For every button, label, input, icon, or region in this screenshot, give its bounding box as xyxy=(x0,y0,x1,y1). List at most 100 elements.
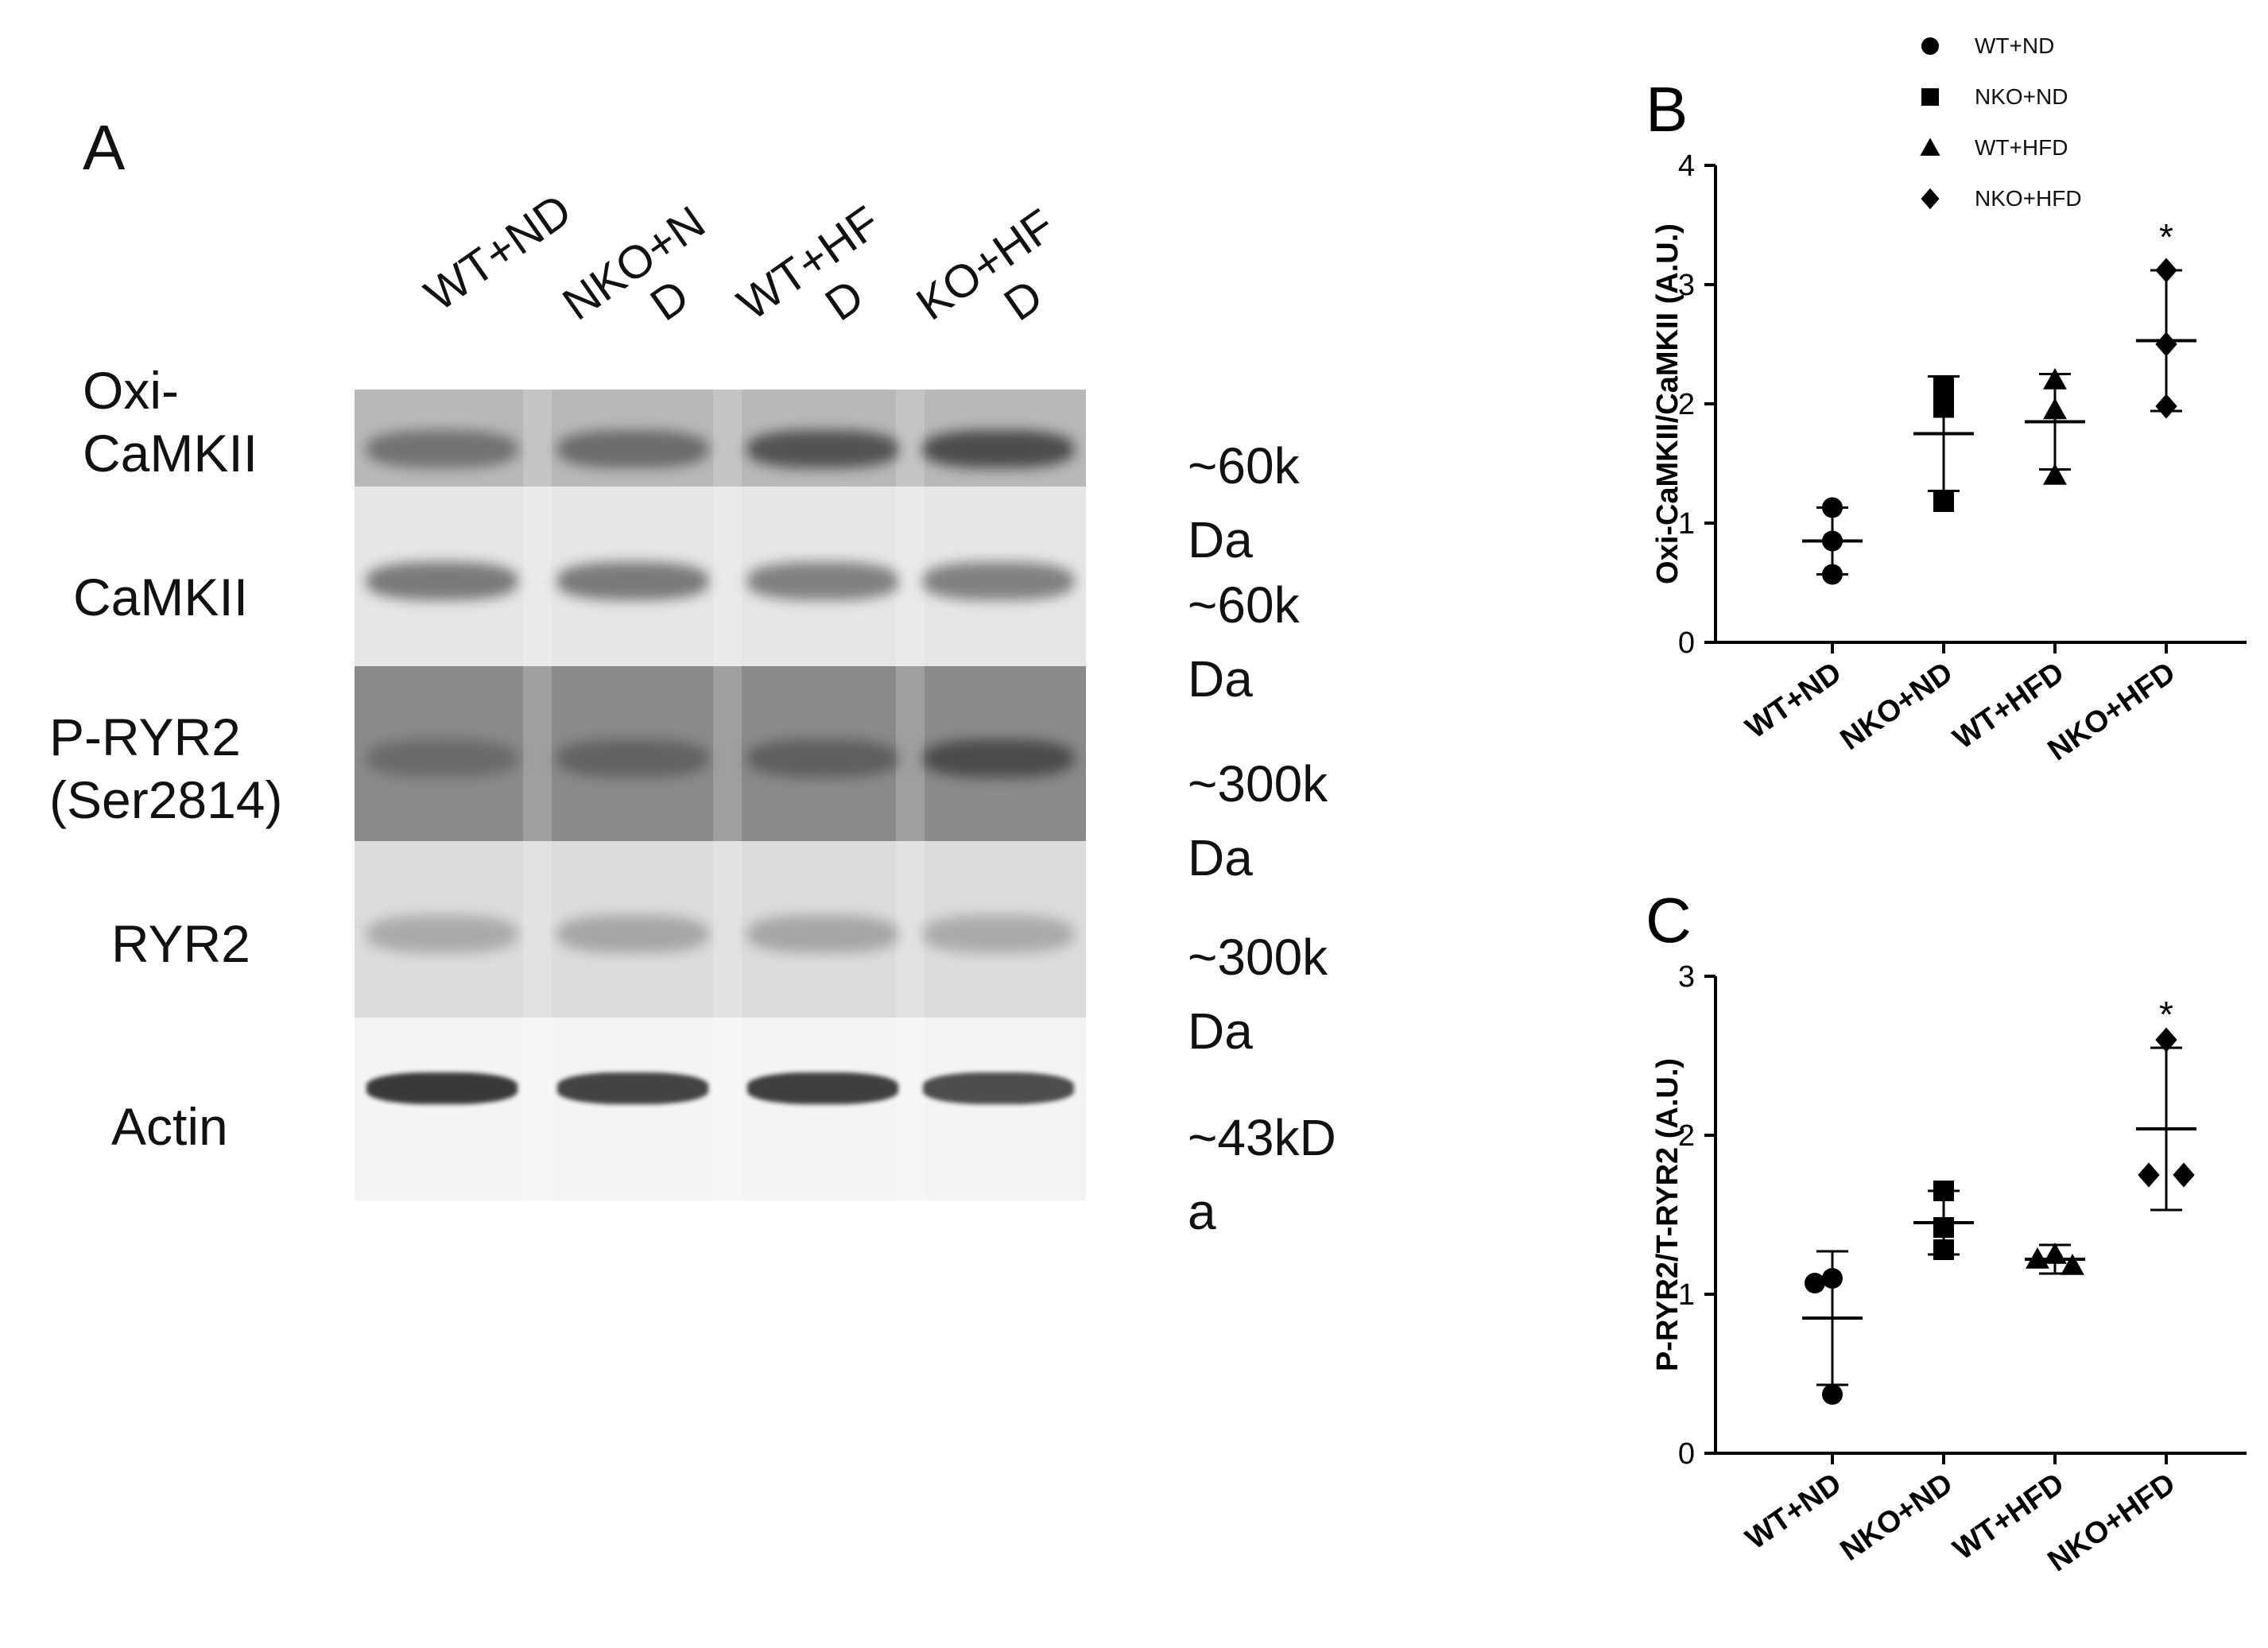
y-tick-label: 1 xyxy=(1678,1278,1695,1312)
lane-gap xyxy=(713,666,742,841)
x-tick-label: NKO+HFD xyxy=(2042,1467,2181,1578)
data-point-square xyxy=(1933,491,1954,512)
data-point-circle xyxy=(1822,1384,1843,1405)
data-point-square xyxy=(1933,1239,1954,1260)
blot-strip xyxy=(355,1018,1086,1200)
protein-band xyxy=(556,1072,708,1104)
data-point-triangle xyxy=(2026,1247,2049,1269)
protein-band xyxy=(922,561,1074,600)
significance-annotation: * xyxy=(2159,994,2173,1035)
data-point-triangle xyxy=(2043,397,2067,420)
legend-marker-triangle xyxy=(1920,138,1940,156)
data-point-diamond xyxy=(2173,1162,2195,1188)
y-axis-label: P-RYR2/T-RYR2 (A.U.) xyxy=(1651,1058,1685,1371)
protein-band xyxy=(746,1072,898,1104)
legend-item: WT+HFD xyxy=(1916,134,2068,162)
protein-band xyxy=(556,739,708,778)
data-point-triangle xyxy=(2061,1254,2084,1275)
data-point-square xyxy=(1933,397,1954,418)
x-tick-label: WT+ND xyxy=(1740,656,1848,746)
legend-marker-diamond xyxy=(1921,188,1940,210)
y-tick-label: 0 xyxy=(1678,1437,1695,1471)
protein-band xyxy=(366,915,518,954)
molecular-weight-label: ~300k Da xyxy=(1188,755,1328,886)
lane-gap xyxy=(523,487,552,666)
data-point-triangle xyxy=(2043,368,2067,390)
data-point-diamond xyxy=(2155,258,2177,283)
protein-band xyxy=(556,430,708,469)
legend-item: NKO+ND xyxy=(1916,83,2068,111)
protein-band xyxy=(366,561,518,600)
protein-band xyxy=(366,1072,518,1104)
y-axis-label: Oxi-CaMKII/CaMKII (A.U.) xyxy=(1651,223,1685,584)
lane-gap xyxy=(713,390,742,487)
blot-label: Oxi- CaMKII xyxy=(83,361,258,483)
data-point-diamond xyxy=(2155,1027,2177,1053)
lane-gap xyxy=(523,841,552,1018)
legend-item: NKO+HFD xyxy=(1916,184,2082,213)
x-tick-label: NKO+ND xyxy=(1835,656,1959,757)
panel-letter: C xyxy=(1646,885,1692,956)
legend-marker-square xyxy=(1921,88,1939,106)
data-point-diamond xyxy=(2155,332,2177,357)
data-point-circle xyxy=(1822,530,1843,552)
blot-label: P-RYR2 (Ser2814) xyxy=(49,708,283,830)
panel-letter: B xyxy=(1646,74,1688,145)
protein-band xyxy=(746,915,898,954)
blot-strip xyxy=(355,841,1086,1018)
data-point-circle xyxy=(1822,1268,1843,1289)
protein-band xyxy=(366,739,518,778)
lane-gap xyxy=(523,666,552,841)
data-point-circle xyxy=(1822,497,1843,518)
lane-gap xyxy=(896,841,925,1018)
protein-band xyxy=(556,561,708,600)
data-point-diamond xyxy=(2138,1162,2160,1188)
data-point-square xyxy=(1933,1217,1954,1238)
y-tick-label: 2 xyxy=(1678,388,1695,421)
molecular-weight-label: ~60k Da xyxy=(1188,576,1300,708)
panel-a-letter: A xyxy=(83,112,126,183)
legend-label: WT+ND xyxy=(1975,33,2055,58)
protein-band xyxy=(922,739,1074,778)
lane-gap xyxy=(713,487,742,666)
protein-band xyxy=(556,915,708,954)
blot-strip xyxy=(355,487,1086,666)
molecular-weight-label: ~60k Da xyxy=(1188,437,1300,568)
lane-gap xyxy=(713,841,742,1018)
lane-gap xyxy=(896,666,925,841)
data-point-circle xyxy=(1822,564,1843,585)
y-tick-label: 3 xyxy=(1678,960,1695,994)
molecular-weight-label: ~300k Da xyxy=(1188,929,1328,1060)
legend-label: WT+HFD xyxy=(1975,135,2068,160)
lane-gap xyxy=(896,487,925,666)
legend-marker-circle xyxy=(1921,37,1939,55)
blot-strip xyxy=(355,390,1086,487)
data-point-triangle xyxy=(2043,463,2067,485)
legend-label: NKO+ND xyxy=(1975,84,2068,109)
protein-band xyxy=(922,430,1074,469)
lane-gap xyxy=(896,1018,925,1200)
x-tick-label: NKO+ND xyxy=(1835,1467,1959,1568)
data-point-triangle xyxy=(2043,1243,2067,1264)
legend-item: WT+ND xyxy=(1916,32,2054,60)
blot-label: RYR2 xyxy=(111,914,250,973)
lane-gap xyxy=(523,1018,552,1200)
protein-band xyxy=(746,739,898,778)
blot-label: Actin xyxy=(111,1097,228,1156)
lane-gap xyxy=(896,390,925,487)
protein-band xyxy=(366,430,518,469)
y-tick-label: 0 xyxy=(1678,626,1695,660)
lane-gap xyxy=(523,390,552,487)
y-tick-label: 1 xyxy=(1678,507,1695,541)
x-tick-label: NKO+HFD xyxy=(2042,656,2181,767)
blot-strip xyxy=(355,666,1086,841)
lane-gap xyxy=(713,1018,742,1200)
data-point-circle xyxy=(1805,1273,1825,1293)
y-tick-label: 2 xyxy=(1678,1119,1695,1153)
molecular-weight-label: ~43kD a xyxy=(1188,1109,1336,1240)
significance-annotation: * xyxy=(2159,216,2173,258)
y-tick-label: 3 xyxy=(1678,269,1695,302)
protein-band xyxy=(746,561,898,600)
